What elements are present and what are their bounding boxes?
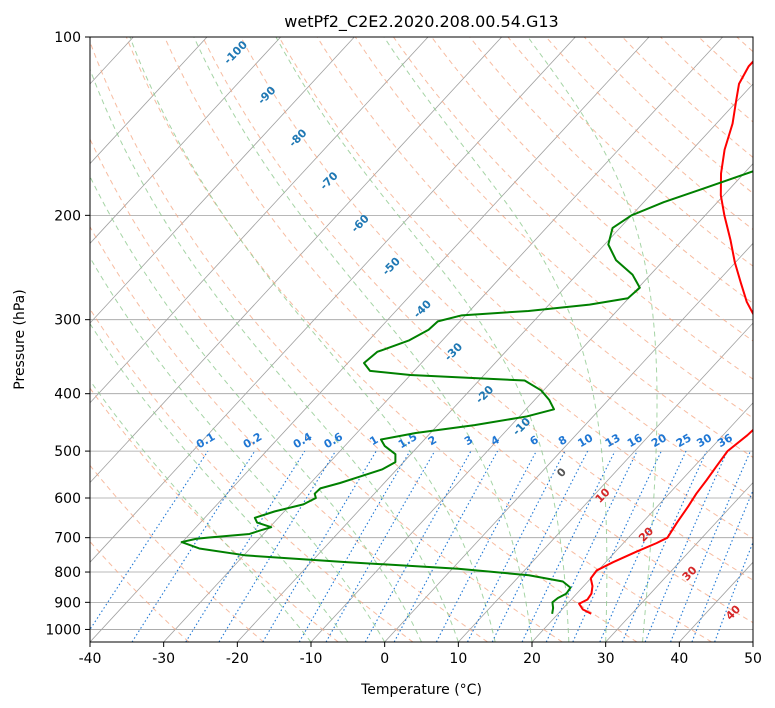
y-tick-label: 1000 <box>45 622 81 638</box>
x-tick-label: 50 <box>744 651 762 667</box>
mixing-ratio-line <box>393 450 499 642</box>
y-tick-label: 100 <box>54 30 81 46</box>
moist-adiabat-line <box>90 256 386 642</box>
dry-adiabat-line <box>90 40 638 642</box>
isotherm-line <box>90 37 502 484</box>
mixing-ratio-line <box>691 489 753 642</box>
x-tick-label: -40 <box>79 651 102 667</box>
dry-adiabat-line <box>90 464 264 642</box>
isotherm-line <box>237 83 753 642</box>
isotherm-line <box>90 37 281 244</box>
mixing-ratio-line <box>90 450 209 631</box>
y-tick-label: 800 <box>54 565 81 581</box>
isotherm-line <box>163 37 723 642</box>
x-tick-label: -20 <box>226 651 249 667</box>
moist-adiabat-line <box>275 37 570 642</box>
moist-adiabat-line <box>527 37 658 642</box>
mixing-ratio-line <box>599 450 687 642</box>
x-tick-label: 10 <box>449 651 467 667</box>
temperature-profile-line <box>578 60 753 615</box>
x-tick-label: 20 <box>523 651 541 667</box>
isotherm-line <box>90 37 429 404</box>
moist-adiabat-line <box>90 379 312 642</box>
y-tick-label: 400 <box>54 387 81 403</box>
y-tick-label: 600 <box>54 491 81 507</box>
mixing-ratio-line <box>467 450 566 642</box>
isotherm-line <box>90 37 576 563</box>
dry-adiabat-line <box>90 308 414 642</box>
mixing-ratio-line <box>714 540 753 642</box>
y-tick-label: 200 <box>54 208 81 224</box>
dry-adiabat-line <box>393 37 753 380</box>
mixing-ratio-line <box>621 450 708 642</box>
plot-frame <box>89 36 754 643</box>
y-tick-label: 300 <box>54 313 81 329</box>
y-tick-label: 900 <box>54 595 81 611</box>
x-tick-label: 40 <box>670 651 688 667</box>
isotherm-line <box>605 481 753 642</box>
dry-adiabat-line <box>431 37 753 342</box>
mixing-ratio-line <box>364 450 472 642</box>
x-tick-label: -30 <box>152 651 175 667</box>
dewpoint-profile-line <box>180 170 753 614</box>
x-tick-label: 30 <box>597 651 615 667</box>
mixing-ratio-line <box>644 450 728 642</box>
x-tick-label: -10 <box>300 651 323 667</box>
dry-adiabat-line <box>90 137 563 642</box>
y-tick-label: 700 <box>54 531 81 547</box>
isotherm-line <box>90 37 355 324</box>
dry-adiabat-line <box>125 37 712 642</box>
isotherm-line <box>458 322 753 642</box>
mixing-ratio-line <box>491 450 589 642</box>
dry-adiabat-line <box>278 37 753 499</box>
chart-title: wetPf2_C2E2.2020.208.00.54.G13 <box>284 12 558 32</box>
x-tick-label: 0 <box>380 651 389 667</box>
isotherm-line <box>384 242 753 642</box>
mixing-ratio-line <box>670 450 751 642</box>
moist-adiabat-line <box>90 175 422 642</box>
y-tick-label: 500 <box>54 444 81 460</box>
mixing-ratio-line <box>218 450 337 642</box>
isotherm-line <box>531 402 753 642</box>
mixing-ratio-line <box>131 450 256 642</box>
y-axis-label: Pressure (hPa) <box>12 289 28 389</box>
moist-adiabat-line <box>90 67 459 642</box>
dry-adiabat-line <box>90 225 488 642</box>
dry-adiabat-line <box>164 37 753 624</box>
isotherm-line <box>310 163 753 642</box>
isotherm-line <box>90 37 208 165</box>
x-axis-label: Temperature (°C) <box>360 682 482 698</box>
dry-adiabat-line <box>316 37 753 458</box>
moist-adiabat-line <box>90 322 349 642</box>
moist-adiabat-line <box>383 37 608 642</box>
